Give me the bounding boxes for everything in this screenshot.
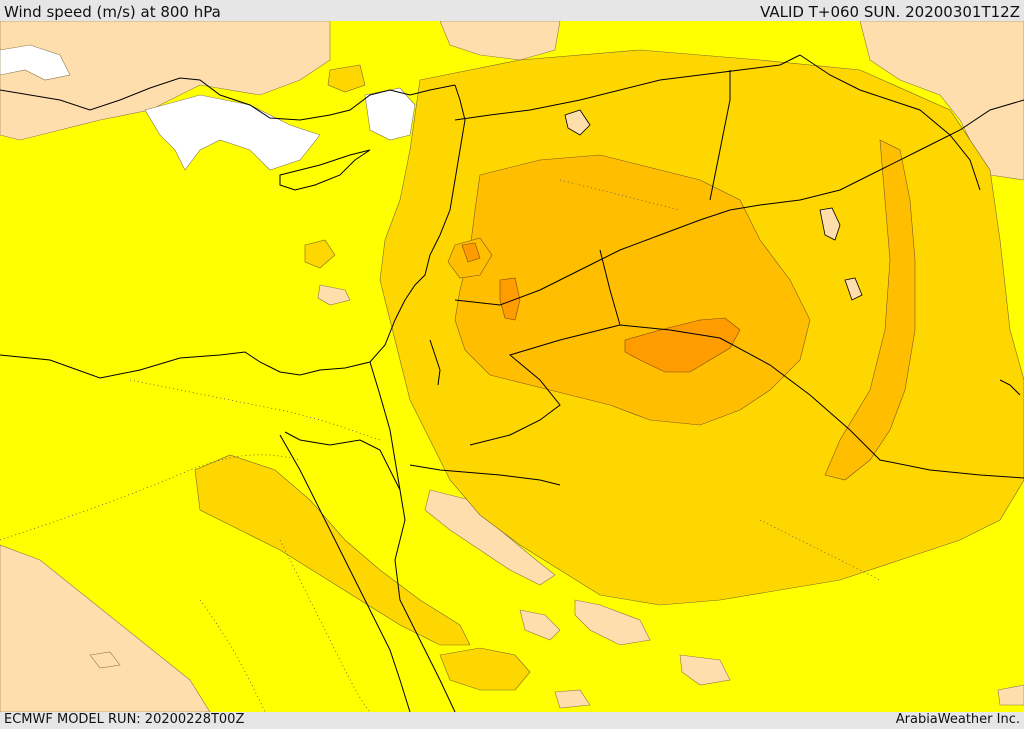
wind-15-20-areas bbox=[461, 242, 741, 373]
model-run: ECMWF MODEL RUN: 20200228T00Z bbox=[4, 712, 245, 727]
brand-credit: ArabiaWeather Inc. bbox=[895, 712, 1020, 727]
map-title: Wind speed (m/s) at 800 hPa bbox=[4, 3, 221, 21]
dotted-contours bbox=[0, 179, 881, 712]
valid-time: VALID T+060 SUN. 20200301T12Z bbox=[760, 3, 1020, 21]
coastlines-borders bbox=[0, 54, 1024, 712]
wind-map[interactable] bbox=[0, 21, 1024, 712]
map-footer: ECMWF MODEL RUN: 20200228T00Z ArabiaWeat… bbox=[0, 712, 1024, 729]
calm-areas bbox=[0, 44, 416, 171]
lakes bbox=[564, 109, 863, 301]
map-header: Wind speed (m/s) at 800 hPa VALID T+060 … bbox=[0, 0, 1024, 21]
wind-10-15-areas bbox=[447, 139, 916, 481]
wind-map-svg bbox=[0, 21, 1024, 712]
